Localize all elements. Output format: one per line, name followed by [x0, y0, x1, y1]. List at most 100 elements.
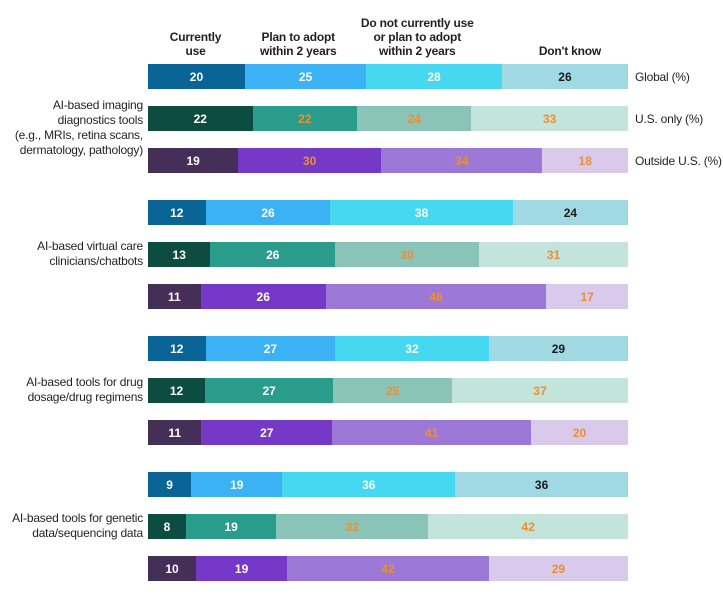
bar-row: 9 19 36 36	[148, 472, 628, 497]
bar-value: 12	[170, 341, 184, 356]
bar-value: 32	[345, 519, 360, 534]
bar-segment: 22	[148, 106, 253, 131]
bar-value: 29	[551, 561, 566, 576]
bar-row: 13 26 30 31	[148, 242, 628, 267]
bar-row: 19 30 34 18 Outside U.S. (%)	[148, 148, 722, 173]
bar-value: 36	[534, 477, 549, 492]
bar-value: 27	[262, 383, 276, 398]
bar-segment: 31	[479, 242, 628, 267]
bar-value: 26	[256, 289, 270, 304]
bar-value: 24	[407, 111, 421, 126]
column-header-line: within 2 years	[378, 44, 456, 58]
bar-segment: 19	[196, 556, 288, 581]
bar-value: 32	[405, 341, 419, 356]
bar-value: 18	[578, 153, 592, 168]
bar-value: 20	[572, 425, 587, 440]
bar-value: 19	[224, 519, 238, 534]
category-label-line: AI-based virtual care	[37, 239, 143, 253]
bar-value: 27	[263, 341, 278, 356]
bar-value: 22	[298, 111, 312, 126]
bar-segment: 12	[148, 200, 206, 225]
bar-segment: 38	[330, 200, 513, 225]
column-header: Do not currently use or plan to adopt with…	[361, 16, 474, 58]
bar-segment: 19	[186, 514, 277, 539]
bar-row: 20 25 28 26 Global (%)	[148, 64, 690, 89]
row-label: Global (%)	[635, 69, 690, 84]
bar-segment: 12	[148, 336, 206, 361]
bar-segment: 9	[148, 472, 192, 497]
bar-segment: 11	[148, 284, 201, 309]
column-header: Plan to adopt within 2 years	[260, 30, 337, 58]
column-header-line: use	[185, 44, 206, 58]
bar-segment: 42	[287, 556, 489, 581]
bar-segment: 32	[335, 336, 489, 361]
bar-value: 17	[580, 289, 594, 304]
bar-value: 11	[168, 289, 181, 304]
bar-segment: 29	[488, 556, 628, 581]
chart-group: AI-based tools for drug dosage/drug regim…	[0, 336, 723, 445]
column-header-line: Plan to adopt	[261, 30, 336, 44]
bar-value: 33	[542, 111, 557, 126]
bar-segment: 8	[148, 514, 187, 539]
bar-segment: 30	[335, 242, 480, 267]
bar-value: 26	[558, 69, 572, 84]
bar-value: 19	[234, 561, 249, 576]
category-label-line: dosage/drug regimens	[27, 390, 144, 404]
bar-segment: 29	[488, 336, 628, 361]
category-label: AI-based tools for drug dosage/drug regim…	[26, 375, 143, 405]
bar-segment: 17	[546, 284, 628, 309]
bar-segment: 22	[252, 106, 358, 131]
bar-value: 8	[163, 519, 171, 534]
bar-segment: 25	[244, 64, 367, 89]
bar-value: 25	[298, 69, 313, 84]
category-label: AI-based virtual care clinicians/chatbots	[37, 239, 143, 269]
column-header: Currently use	[170, 30, 222, 58]
category-label-line: clinicians/chatbots	[49, 254, 143, 268]
bar-value: 26	[266, 247, 280, 262]
bar-segment: 25	[333, 378, 453, 403]
bar-segment: 11	[148, 420, 202, 445]
category-label-line: AI-based tools for drug	[26, 375, 143, 389]
category-label: AI-based tools for genetic data/sequencin…	[12, 511, 143, 541]
bar-segment: 26	[205, 200, 331, 225]
bar-segment: 42	[428, 514, 628, 539]
bar-row: 10 19 42 29	[148, 556, 628, 581]
bar-segment: 27	[201, 420, 333, 445]
bar-segment: 36	[455, 472, 628, 497]
bar-value: 30	[400, 247, 414, 262]
column-header-line: Do not currently use	[360, 16, 474, 30]
chart-body: AI-based imaging diagnostics tools (e.g., …	[0, 64, 723, 581]
bar-value: 34	[454, 153, 469, 168]
bar-value: 25	[386, 383, 400, 398]
chart-group: AI-based imaging diagnostics tools (e.g., …	[0, 64, 723, 173]
bar-value: 42	[381, 561, 395, 576]
bar-value: 29	[551, 341, 566, 356]
bar-segment: 20	[148, 64, 245, 89]
bar-segment: 46	[325, 284, 547, 309]
column-header-line: Currently	[169, 30, 222, 44]
category-label-line: (e.g., MRIs, retina scans,	[14, 128, 143, 142]
category-label: AI-based imaging diagnostics tools (e.g., …	[15, 98, 143, 158]
bar-segment: 26	[200, 284, 326, 309]
category-label-line: AI-based tools for genetic	[12, 511, 143, 525]
bar-segment: 18	[542, 148, 628, 173]
bar-value: 22	[193, 111, 207, 126]
bar-segment: 26	[501, 64, 628, 89]
chart-group: AI-based tools for genetic data/sequencin…	[0, 472, 723, 581]
bar-row: 12 26 38 24	[148, 200, 628, 225]
bar-value: 19	[186, 153, 200, 168]
bar-value: 41	[424, 425, 439, 440]
bar-value: 37	[533, 383, 547, 398]
bar-value: 46	[429, 289, 443, 304]
bar-segment: 27	[205, 378, 334, 403]
bar-segment: 36	[282, 472, 456, 497]
bar-row: 11 26 46 17	[148, 284, 628, 309]
bar-segment: 26	[210, 242, 336, 267]
column-header-line: Don't know	[538, 44, 601, 58]
category-label-line: diagnostics tools	[57, 113, 144, 127]
bar-segment: 28	[366, 64, 502, 89]
bar-value: 42	[521, 519, 535, 534]
bar-value: 31	[546, 247, 561, 262]
bar-value: 12	[169, 383, 184, 398]
row-label: Outside U.S. (%)	[635, 153, 722, 168]
